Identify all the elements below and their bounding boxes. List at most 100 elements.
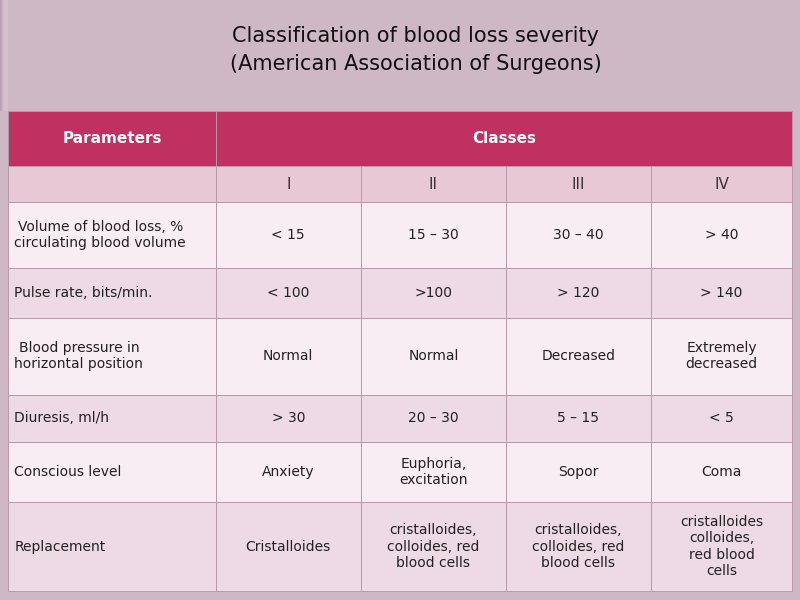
Bar bbox=[0, 0, 4, 111]
Text: cristalloides,
colloides, red
blood cells: cristalloides, colloides, red blood cell… bbox=[387, 523, 479, 570]
Bar bbox=[2, 0, 6, 111]
Bar bbox=[3, 0, 7, 111]
Text: > 120: > 120 bbox=[557, 286, 599, 300]
Bar bbox=[1, 0, 5, 111]
Bar bbox=[2, 0, 6, 111]
Bar bbox=[4, 0, 8, 111]
Bar bbox=[361, 268, 506, 318]
Text: > 40: > 40 bbox=[705, 228, 738, 242]
Bar bbox=[651, 395, 792, 442]
Bar bbox=[506, 395, 651, 442]
Bar bbox=[3, 0, 7, 111]
Bar bbox=[0, 0, 4, 111]
Bar bbox=[1, 0, 5, 111]
Bar bbox=[2, 0, 6, 111]
Bar bbox=[361, 202, 506, 268]
Bar bbox=[1, 0, 5, 111]
Bar bbox=[2, 0, 6, 111]
Bar bbox=[0, 0, 5, 111]
Text: > 30: > 30 bbox=[271, 411, 305, 425]
Bar bbox=[0, 0, 4, 111]
Bar bbox=[506, 268, 651, 318]
Bar bbox=[1, 0, 5, 111]
Text: < 100: < 100 bbox=[267, 286, 310, 300]
Bar bbox=[2, 0, 6, 111]
Bar bbox=[1, 0, 5, 111]
Bar bbox=[1, 0, 5, 111]
Bar bbox=[3, 0, 7, 111]
Bar bbox=[3, 0, 7, 111]
Bar bbox=[216, 268, 361, 318]
Text: 20 – 30: 20 – 30 bbox=[408, 411, 458, 425]
Bar bbox=[3, 0, 7, 111]
Bar bbox=[4, 0, 8, 111]
Bar bbox=[0, 0, 4, 111]
Bar bbox=[2, 0, 6, 111]
Bar bbox=[2, 0, 6, 111]
Text: >100: >100 bbox=[414, 286, 452, 300]
Bar bbox=[2, 0, 6, 111]
Bar bbox=[2, 0, 6, 111]
Bar bbox=[3, 0, 7, 111]
Bar bbox=[3, 0, 7, 111]
Text: < 5: < 5 bbox=[709, 411, 734, 425]
Bar bbox=[2, 0, 6, 111]
Bar bbox=[4, 0, 8, 111]
Bar bbox=[2, 0, 6, 111]
Bar bbox=[2, 0, 6, 111]
Bar bbox=[3, 0, 7, 111]
Bar bbox=[2, 0, 6, 111]
Bar bbox=[3, 0, 7, 111]
Bar bbox=[2, 0, 6, 111]
Bar bbox=[0, 0, 4, 111]
Bar bbox=[3, 0, 7, 111]
Bar bbox=[0, 0, 4, 111]
Bar bbox=[651, 502, 792, 591]
Bar bbox=[2, 0, 6, 111]
Bar bbox=[4, 0, 8, 111]
Text: I: I bbox=[286, 176, 290, 192]
Bar bbox=[216, 502, 361, 591]
Bar bbox=[651, 318, 792, 395]
Bar bbox=[2, 0, 6, 111]
Bar bbox=[1, 0, 5, 111]
Bar bbox=[2, 0, 6, 111]
Bar bbox=[0, 0, 4, 111]
Bar bbox=[216, 442, 361, 502]
Bar bbox=[3, 0, 7, 111]
Bar bbox=[8, 395, 216, 442]
Bar bbox=[8, 111, 216, 166]
Bar bbox=[2, 0, 6, 111]
Bar bbox=[1, 0, 5, 111]
Bar bbox=[3, 0, 7, 111]
Bar bbox=[2, 0, 6, 111]
Bar bbox=[0, 0, 4, 111]
Bar bbox=[0, 0, 4, 111]
Bar bbox=[2, 0, 6, 111]
Text: Classes: Classes bbox=[472, 131, 536, 146]
Bar bbox=[3, 0, 7, 111]
Bar bbox=[2, 0, 6, 111]
Bar bbox=[506, 166, 651, 202]
Bar bbox=[3, 0, 7, 111]
Bar bbox=[3, 0, 7, 111]
Bar bbox=[4, 0, 8, 111]
Bar bbox=[0, 0, 4, 111]
Bar bbox=[1, 0, 5, 111]
Bar bbox=[3, 0, 7, 111]
Bar bbox=[1, 0, 5, 111]
Bar bbox=[4, 0, 8, 111]
Bar bbox=[4, 0, 8, 111]
Bar bbox=[2, 0, 6, 111]
Bar bbox=[2, 0, 6, 111]
Bar bbox=[3, 0, 7, 111]
Bar bbox=[2, 0, 6, 111]
Bar bbox=[2, 0, 6, 111]
Bar bbox=[3, 0, 7, 111]
Bar bbox=[2, 0, 6, 111]
Text: 30 – 40: 30 – 40 bbox=[553, 228, 604, 242]
Bar bbox=[4, 0, 8, 111]
Bar bbox=[3, 0, 7, 111]
Bar bbox=[2, 0, 6, 111]
Text: Euphoria,
excitation: Euphoria, excitation bbox=[399, 457, 467, 487]
